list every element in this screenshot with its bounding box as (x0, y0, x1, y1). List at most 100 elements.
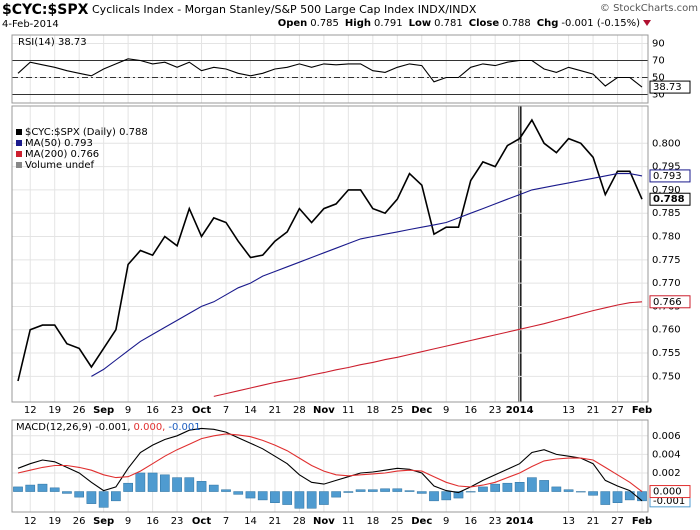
x-tick-label: 13 (562, 405, 575, 416)
histogram-bar (453, 491, 464, 499)
histogram-bar (147, 472, 158, 492)
end-label-box (649, 169, 691, 183)
x-tick-label: 2014 (506, 516, 534, 527)
histogram-bar (551, 486, 562, 492)
histogram-bar (25, 484, 36, 492)
histogram-bar (478, 486, 488, 492)
x-tick-label: Nov (313, 405, 335, 416)
x-tick-label: 28 (293, 516, 306, 527)
histogram-bar (624, 491, 635, 501)
date: 4-Feb-2014 (2, 19, 59, 30)
end-label: 38.73 (653, 82, 682, 93)
histogram-bar (392, 488, 403, 492)
x-tick-label: 25 (391, 516, 404, 527)
credit: © StockCharts.com (600, 3, 698, 14)
x-tick-label: 11 (342, 405, 355, 416)
x-tick-label: 21 (587, 516, 600, 527)
x-tick-label: 13 (562, 516, 575, 527)
quote-value: 0.791 (374, 18, 403, 29)
x-tick-label: 21 (269, 405, 282, 416)
y-tick-label: 0.770 (652, 278, 681, 289)
x-tick-label: Dec (411, 405, 432, 416)
quote-label: Chg (537, 18, 559, 29)
end-label-box (649, 192, 691, 206)
x-tick-label: 12 (24, 516, 37, 527)
symbol: $CYC:$SPX (2, 2, 89, 18)
x-tick-label: 19 (48, 516, 61, 527)
histogram-bar (123, 482, 133, 492)
histogram-bar (612, 491, 623, 503)
series-line (213, 301, 643, 397)
x-tick-label: Sep (93, 405, 114, 416)
x-tick-label: 16 (146, 405, 159, 416)
histogram-bar (208, 484, 219, 492)
histogram-bar (233, 491, 244, 495)
histogram-bar (331, 491, 341, 498)
histogram-bar (135, 472, 146, 492)
y-tick-label: 70 (652, 56, 665, 67)
x-tick-label: 23 (489, 516, 502, 527)
series-line (17, 58, 643, 88)
histogram-bar (282, 491, 293, 505)
histogram-bar (74, 491, 85, 498)
x-tick-label: 14 (244, 516, 257, 527)
x-tick-label: 26 (73, 405, 86, 416)
histogram-bar (184, 477, 195, 492)
histogram-bar (13, 486, 23, 492)
x-tick-label: 18 (366, 516, 379, 527)
x-tick-label: 16 (146, 516, 159, 527)
x-tick-label: 23 (489, 405, 502, 416)
histogram-bar (539, 480, 549, 492)
y-tick-label: 0.800 (652, 138, 681, 149)
histogram-bar (319, 491, 329, 505)
histogram-bar (502, 482, 513, 492)
legend-swatch (16, 162, 22, 168)
x-tick-label: 11 (342, 516, 355, 527)
histogram-bar (490, 483, 501, 492)
end-label-box (649, 80, 691, 94)
x-tick-label: Dec (411, 516, 432, 527)
panel-title: RSI(14) 38.73 (18, 37, 87, 48)
histogram-bar (380, 488, 390, 492)
quote-value: -0.001 (-0.15%) (561, 18, 640, 29)
histogram-bar (270, 491, 280, 503)
x-tick-label: 2014 (506, 405, 534, 416)
histogram-bar (575, 491, 586, 493)
y-tick-label: 30 (652, 90, 665, 101)
histogram-bar (637, 491, 647, 502)
histogram-bar (429, 491, 439, 502)
histogram-bar (257, 491, 268, 501)
histogram-bar (86, 491, 97, 504)
y-tick-label: 90 (652, 39, 665, 50)
x-tick-label: 23 (171, 516, 184, 527)
quote-value: 0.785 (310, 18, 339, 29)
x-tick-label: 9 (125, 405, 131, 416)
x-tick-label: 7 (223, 516, 229, 527)
x-tick-label: Oct (192, 405, 211, 416)
x-tick-label: 16 (464, 405, 477, 416)
panel-frame (11, 105, 649, 403)
histogram-bar (404, 490, 415, 492)
legend-note: Volume undef (25, 160, 95, 171)
end-label: 0.793 (653, 171, 682, 182)
end-label: 0.766 (653, 297, 682, 308)
histogram-bar (600, 491, 611, 505)
title-part: 0.000, (134, 422, 166, 433)
y-tick-label: 0.780 (652, 232, 681, 243)
series-line (17, 433, 643, 493)
histogram-bar (588, 491, 598, 496)
legend-entry: $CYC:$SPX (Daily) 0.788 (25, 127, 148, 138)
x-tick-label: 12 (24, 405, 37, 416)
y-tick-label: 0.795 (652, 162, 681, 173)
histogram-bar (221, 489, 231, 492)
histogram-bar (465, 491, 476, 493)
title-part: MACD(12,26,9) -0.001, (16, 422, 131, 433)
y-tick-label: 0.004 (652, 449, 681, 460)
y-tick-label: 0.760 (652, 325, 681, 336)
x-tick-label: 9 (125, 516, 131, 527)
down-arrow (643, 20, 651, 26)
y-tick-label: 0.755 (652, 348, 681, 359)
x-tick-label: 27 (611, 405, 624, 416)
quote-label: High (345, 18, 371, 29)
histogram-bar (159, 474, 170, 492)
